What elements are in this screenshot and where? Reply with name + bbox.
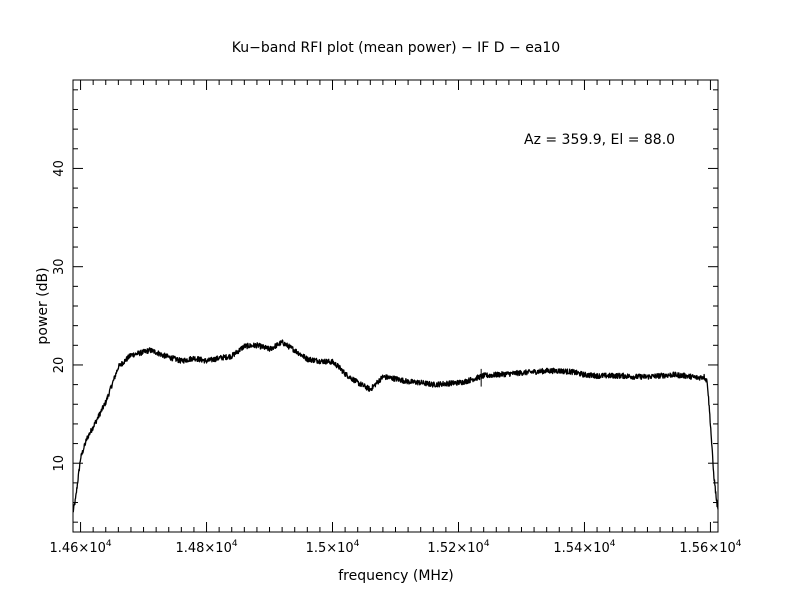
x-axis-label: frequency (MHz)	[338, 568, 454, 584]
y-tick-label: 40	[52, 160, 67, 177]
x-tick-label: 1.48×104	[175, 539, 237, 556]
y-tick-label: 20	[52, 357, 67, 374]
x-axis: 1.46×104 1.48×104 1.5×104 1.52×104 1.54×104 1…	[49, 80, 742, 556]
x-tick-label: 1.52×104	[427, 539, 489, 556]
x-tick-label: 1.46×104	[49, 539, 111, 556]
y-axis: 10 20 30 40	[52, 89, 718, 523]
az-el-annotation: Az = 359.9, El = 88.0	[524, 132, 675, 148]
y-axis-label: power (dB)	[35, 267, 51, 344]
y-tick-label: 10	[52, 455, 67, 472]
series-layer	[72, 339, 719, 513]
y-tick-label: 30	[52, 258, 67, 275]
x-tick-label: 1.54×104	[553, 539, 615, 556]
series-line	[72, 339, 719, 513]
x-tick-label: 1.5×104	[306, 539, 360, 556]
chart-title: Ku−band RFI plot (mean power) − IF D − e…	[232, 40, 560, 56]
x-tick-label: 1.56×104	[679, 539, 741, 556]
